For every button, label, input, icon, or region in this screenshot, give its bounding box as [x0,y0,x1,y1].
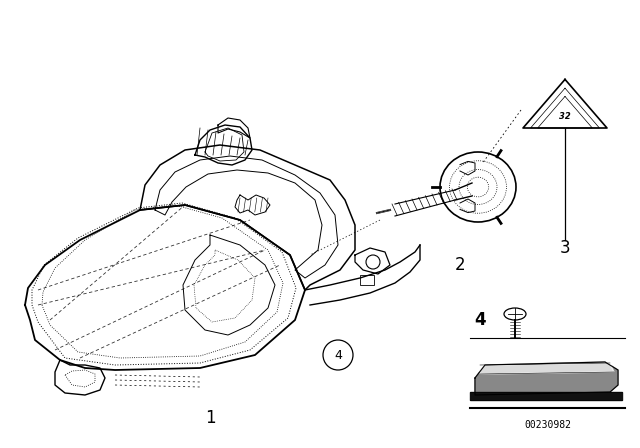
Text: 00230982: 00230982 [525,420,572,430]
Bar [360,275,374,285]
Text: 4: 4 [474,311,486,329]
Text: 2: 2 [454,256,465,274]
Text: 3: 3 [560,239,570,257]
Circle shape [323,340,353,370]
Polygon shape [480,363,614,374]
Text: 32: 32 [559,112,571,121]
Polygon shape [470,392,622,400]
Text: 4: 4 [334,349,342,362]
Text: 1: 1 [205,409,215,427]
Polygon shape [475,362,618,395]
